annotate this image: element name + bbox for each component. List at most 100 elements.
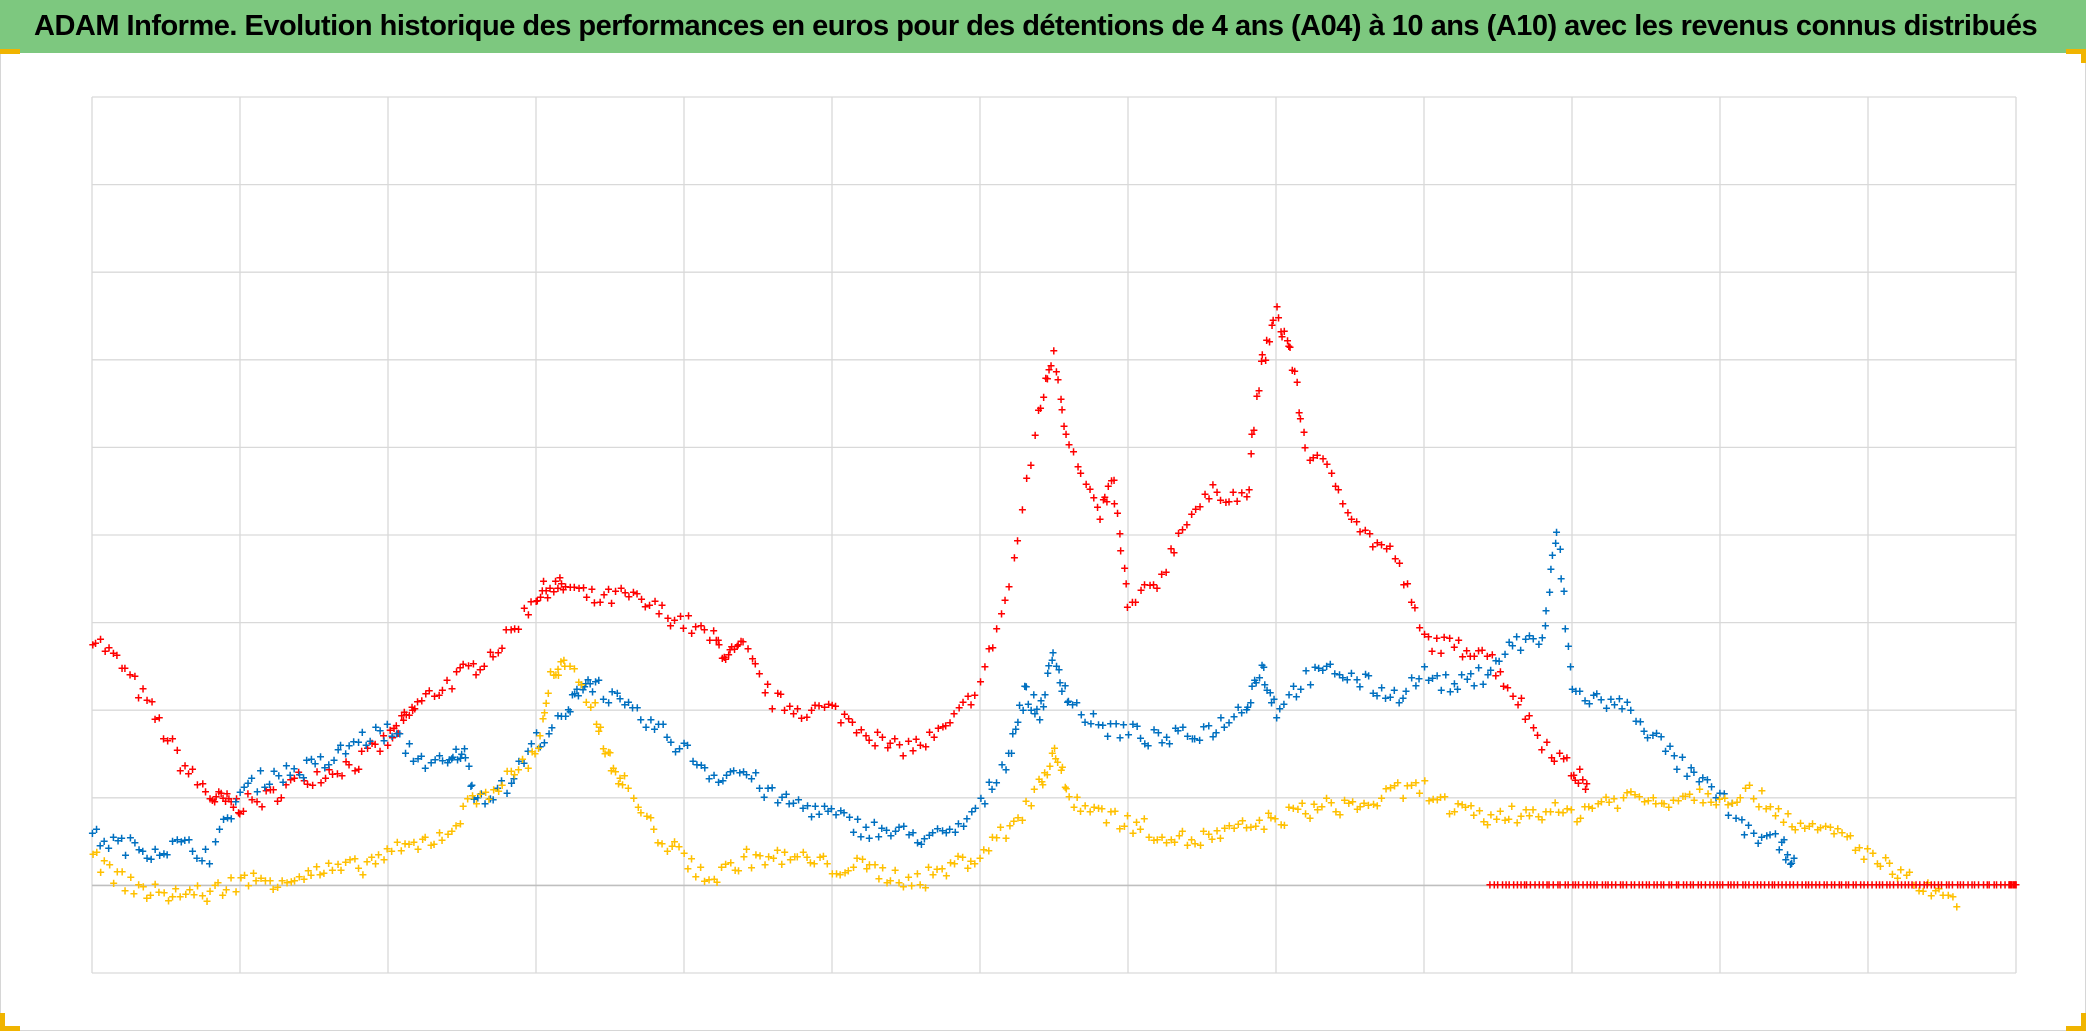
data-point: + [1070,800,1078,815]
data-point: + [199,889,207,904]
data-point: + [1699,796,1707,811]
data-point: + [1154,726,1162,741]
data-point: + [1221,821,1229,836]
data-point: + [951,857,959,872]
data-point: + [1910,878,1918,893]
data-point: + [262,784,270,799]
data-point: + [1610,792,1618,807]
data-point: + [554,662,562,677]
data-point: + [334,858,342,873]
data-point: + [697,759,705,774]
data-point: + [203,894,211,909]
data-point: + [1521,712,1529,727]
data-point: + [1116,822,1124,837]
data-point: + [476,663,484,678]
data-point: + [1954,878,1962,893]
data-point: + [650,822,658,837]
data-point: + [300,873,308,888]
data-point: + [1636,715,1644,730]
data-point: + [1567,803,1575,818]
data-point: + [185,833,193,848]
data-point: + [1262,354,1270,369]
data-point: + [1058,403,1066,418]
data-point: + [155,711,163,726]
data-point: + [899,749,907,764]
data-point: + [947,856,955,871]
data-point: + [865,858,873,873]
data-point: + [1046,760,1054,775]
data-point: + [1306,453,1314,468]
data-point: + [321,761,329,776]
data-point: + [1184,729,1192,744]
data-point: + [1033,703,1041,718]
data-point: + [448,682,456,697]
series-marks: + + + + + + + + + + + + + + + + + + + + + + + + + + + + + + + + + + + + + + + +… [88,300,2020,915]
data-point: + [1823,878,1831,893]
data-point: + [388,729,396,744]
data-point: + [1771,878,1779,893]
data-point: + [355,735,363,750]
data-point: + [351,764,359,779]
data-point: + [734,638,742,653]
data-point: + [892,825,900,840]
data-point: + [206,885,214,900]
data-point: + [1010,814,1018,829]
data-point: + [1742,878,1750,893]
data-point: + [1673,762,1681,777]
data-point: + [1162,566,1170,581]
data-point: + [954,850,962,865]
data-point: + [1513,630,1521,645]
data-point: + [1429,793,1437,808]
data-point: + [1285,688,1293,703]
data-point: + [363,855,371,870]
data-point: + [1441,790,1449,805]
data-point: + [1525,709,1533,724]
data-point: + [100,854,108,869]
data-point: + [1674,794,1682,809]
data-point: + [1652,797,1660,812]
data-point: + [596,596,604,611]
data-point: + [1098,802,1106,817]
data-point: + [810,857,818,872]
data-point: + [647,811,655,826]
data-point: + [498,641,506,656]
data-point: + [1679,789,1687,804]
data-point: + [338,769,346,784]
data-point: + [436,749,444,764]
data-point: + [909,826,917,841]
data-point: + [764,678,772,693]
data-point: + [634,801,642,816]
data-point: + [718,861,726,876]
data-point: + [1927,878,1935,893]
data-point: + [1750,878,1758,893]
data-point: + [1470,650,1478,665]
data-point: + [325,763,333,778]
data-point: + [544,591,552,606]
data-point: + [723,768,731,783]
data-point: + [1690,793,1698,808]
data-point: + [172,882,180,897]
data-point: + [823,857,831,872]
data-point: + [454,753,462,768]
data-point: + [808,703,816,718]
data-point: + [1505,635,1513,650]
data-point: + [394,727,402,742]
data-point: + [380,734,388,749]
data-point: + [215,785,223,800]
data-point: + [1247,447,1255,462]
data-point: + [250,866,258,881]
data-point: + [774,687,782,702]
data-point: + [1280,819,1288,834]
data-point: + [1538,743,1546,758]
data-point: + [320,867,328,882]
data-point: + [1501,648,1509,663]
data-point: + [1739,878,1747,893]
data-point: + [582,677,590,692]
data-point: + [1057,764,1065,779]
data-point: + [715,775,723,790]
data-point: + [486,792,494,807]
data-point: + [375,848,383,863]
data-point: + [1099,718,1107,733]
data-point: + [222,795,230,810]
data-point: + [1044,666,1052,681]
